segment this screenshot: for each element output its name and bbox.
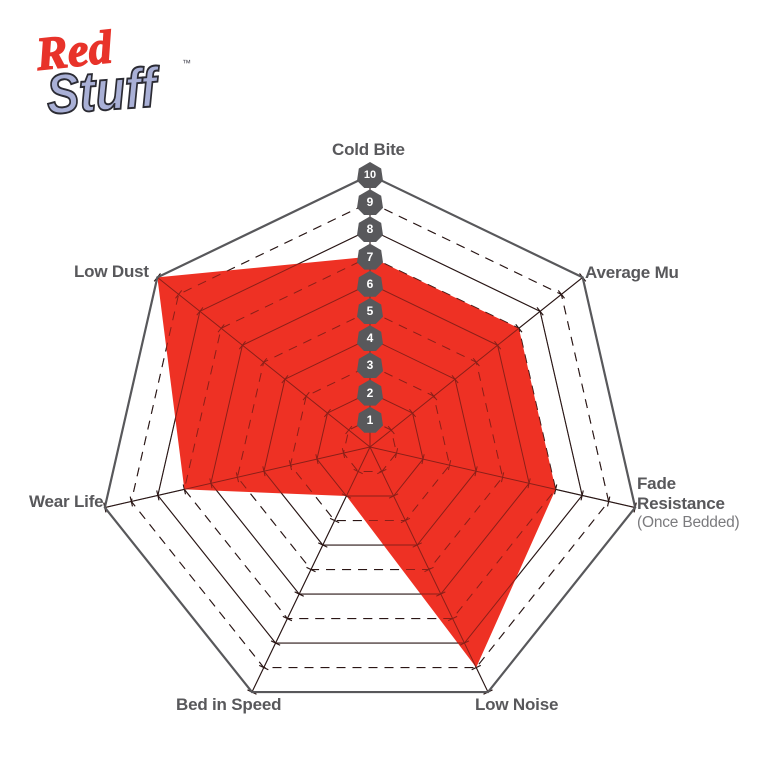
radar-tick: [580, 490, 584, 501]
radar-tick: [424, 566, 434, 573]
svg-text:Red: Red: [33, 26, 116, 81]
radar-tick: [430, 391, 438, 401]
axis-label-low-dust-text: Low Dust: [74, 262, 149, 281]
radar-ring-6: [210, 283, 530, 595]
radar-tick: [259, 664, 269, 671]
radar-tick: [182, 484, 186, 495]
logo-word-stuff: Stuff: [44, 55, 164, 126]
logo-word-red: Red: [32, 26, 117, 82]
radar-tick: [306, 566, 316, 573]
radar-ring-8: [157, 228, 583, 644]
radar-tick: [282, 615, 293, 622]
svg-text:Stuff: Stuff: [45, 56, 163, 126]
axis-label-fade-resistance-sub: (Once Bedded): [637, 514, 740, 532]
logo-trademark: ™: [182, 58, 191, 68]
radar-tick: [412, 542, 422, 548]
radar-tick: [409, 408, 417, 418]
redstuff-logo: Red Stuff ™: [30, 26, 220, 126]
radar-tick: [294, 591, 304, 597]
radar-tick: [262, 466, 266, 477]
radar-tick: [494, 341, 502, 350]
radar-tick: [345, 425, 353, 435]
radar-tick: [527, 478, 531, 489]
radar-tick: [341, 493, 352, 499]
radar-tick: [235, 472, 240, 483]
radar-ring-9: [130, 201, 610, 669]
axis-label-wear-life-text: Wear Life: [29, 492, 104, 511]
radar-tick: [377, 468, 387, 475]
axis-label-fade-resistance: Fade Resistance (Once Bedded): [637, 474, 740, 532]
radar-tick: [260, 357, 268, 367]
radar-ring-5: [236, 310, 504, 571]
axis-label-cold-bite: Cold Bite: [332, 140, 405, 160]
radar-tick: [270, 640, 281, 646]
radar-outer-ring: [103, 173, 637, 694]
radar-tick: [515, 324, 523, 333]
radar-tick: [196, 307, 204, 316]
axis-label-fade-resistance-line1: Fade: [637, 474, 676, 493]
radar-tick: [459, 640, 470, 646]
radar-tick: [329, 517, 340, 524]
radar-tick: [536, 307, 544, 316]
radar-ring-7: [183, 256, 557, 620]
radar-tick: [129, 496, 133, 507]
axis-label-bed-in-speed-text: Bed in Speed: [176, 695, 282, 714]
radar-tick: [209, 478, 213, 489]
radar-ring-2: [316, 392, 424, 497]
axis-label-cold-bite-text: Cold Bite: [332, 140, 405, 159]
radar-tick: [315, 454, 319, 465]
radar-tick: [436, 591, 446, 597]
radar-ring-3: [289, 364, 451, 522]
axis-label-bed-in-speed: Bed in Speed: [176, 695, 281, 715]
radar-tick: [353, 468, 363, 475]
axis-label-low-dust: Low Dust: [74, 262, 149, 282]
radar-tick: [554, 484, 558, 495]
radar-tick: [400, 517, 411, 524]
series-polygon-redstuff: [157, 256, 556, 668]
radar-tick: [421, 454, 425, 465]
radar-tick: [387, 425, 395, 435]
axis-label-low-noise-text: Low Noise: [475, 695, 559, 714]
axis-label-fade-resistance-line2: Resistance: [637, 494, 725, 514]
radar-tick: [156, 490, 160, 501]
radar-tick: [447, 615, 458, 622]
radar-ring-4: [263, 337, 477, 546]
radar-tick: [471, 664, 481, 671]
radar-tick: [238, 341, 246, 350]
radar-tick: [175, 290, 183, 299]
radar-tick: [318, 542, 328, 548]
radar-tick: [607, 496, 611, 507]
radar-tick: [288, 460, 293, 471]
radar-tick: [500, 472, 505, 483]
radar-tick: [217, 324, 225, 333]
radar-grid-overlay: [103, 174, 637, 695]
radar-tick: [323, 408, 331, 418]
axis-label-average-mu-text: Average Mu: [585, 263, 679, 282]
radar-tick: [557, 290, 565, 299]
radar-ring-1: [342, 419, 398, 473]
radar-tick: [302, 391, 310, 401]
radar-tick: [394, 448, 399, 459]
radar-tick: [341, 448, 346, 459]
radar-tick: [472, 357, 480, 367]
radar-tick: [451, 374, 459, 384]
axis-label-average-mu: Average Mu: [585, 263, 679, 283]
axis-label-wear-life: Wear Life: [29, 492, 104, 512]
radar-tick: [388, 493, 399, 499]
radar-tick: [474, 466, 478, 477]
radar-tick: [281, 374, 289, 384]
axis-label-low-noise: Low Noise: [475, 695, 558, 715]
radar-tick: [447, 460, 452, 471]
